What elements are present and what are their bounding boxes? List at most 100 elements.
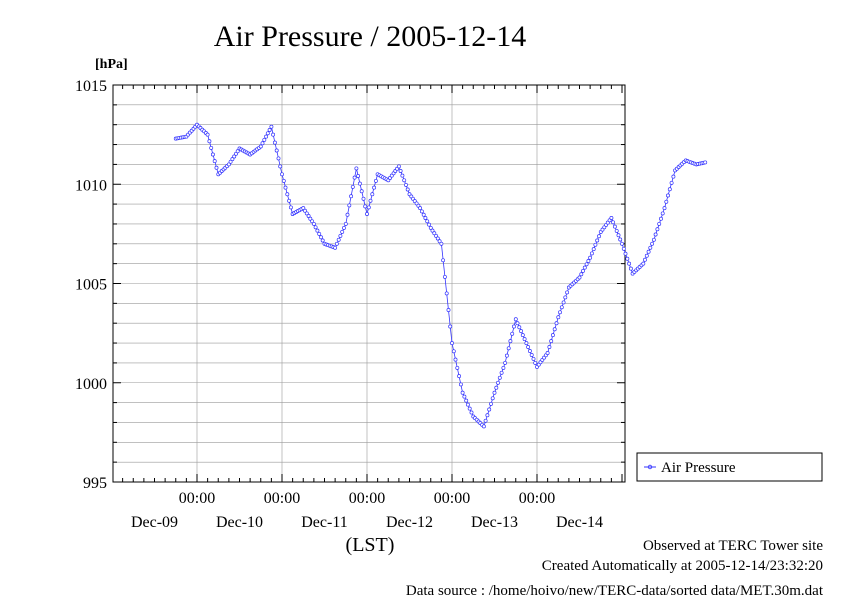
data-point-marker — [653, 232, 658, 237]
data-point-marker — [554, 321, 559, 326]
data-point-marker — [616, 233, 621, 238]
data-point-marker — [319, 235, 323, 240]
data-point-marker — [342, 225, 346, 230]
data-point-marker — [558, 310, 562, 315]
data-point-marker — [272, 140, 277, 145]
data-point-marker — [453, 357, 458, 362]
x-tick-day-label: Dec-14 — [556, 514, 603, 531]
data-point-marker — [317, 231, 322, 236]
data-point-marker — [497, 375, 502, 380]
data-point-marker — [666, 193, 670, 198]
data-point-marker — [276, 156, 281, 161]
data-point-marker — [660, 211, 665, 216]
data-point-marker — [311, 221, 316, 226]
data-point-marker — [483, 418, 488, 423]
data-point-marker — [646, 249, 651, 254]
data-point-marker — [669, 180, 674, 185]
data-point-marker — [513, 317, 518, 322]
data-point-marker — [280, 172, 284, 177]
y-tick-label: 1005 — [75, 277, 107, 294]
data-point-marker — [205, 132, 210, 137]
data-point-marker — [340, 229, 345, 234]
data-point-marker — [550, 333, 555, 338]
data-point-marker — [363, 204, 368, 209]
data-point-marker — [657, 221, 662, 226]
data-point-marker — [628, 266, 633, 271]
data-point-marker — [643, 257, 647, 262]
data-point-marker — [469, 410, 474, 415]
data-point-marker — [370, 192, 375, 197]
data-point-marker — [260, 141, 265, 146]
data-point-marker — [365, 212, 369, 216]
series-line-air-pressure — [175, 124, 706, 428]
data-point-marker — [662, 206, 667, 211]
data-point-marker — [501, 365, 506, 370]
data-point-marker — [437, 239, 442, 244]
footer-observed: Observed at TERC Tower site — [643, 538, 823, 554]
x-tick-day-label: Dec-13 — [471, 514, 518, 531]
data-point-marker — [278, 164, 283, 169]
data-point-marker — [214, 165, 219, 170]
legend-box — [636, 452, 823, 482]
data-point-marker — [441, 258, 446, 263]
data-point-marker — [520, 333, 525, 338]
data-point-marker — [232, 154, 237, 159]
series-air-pressure — [173, 122, 708, 429]
y-tick-label: 1010 — [75, 177, 107, 194]
y-tick-label: 1000 — [75, 376, 107, 393]
y-axis-unit-label: [hPa] — [95, 57, 128, 72]
data-point-marker — [467, 406, 472, 411]
data-point-marker — [510, 331, 515, 336]
data-point-marker — [301, 206, 306, 211]
data-point-marker — [450, 341, 454, 346]
data-point-marker — [589, 251, 594, 256]
data-point-marker — [703, 160, 708, 165]
data-point-marker — [549, 339, 554, 344]
data-point-marker — [494, 385, 499, 390]
data-point-marker — [448, 324, 453, 329]
data-point-marker — [264, 134, 269, 139]
data-point-marker — [644, 253, 649, 258]
data-point-marker — [561, 300, 566, 305]
data-point-marker — [455, 365, 460, 370]
data-point-marker — [228, 159, 233, 164]
data-point-marker — [354, 166, 359, 171]
data-point-marker — [618, 237, 623, 242]
grid-lines — [113, 85, 625, 482]
data-point-marker — [427, 222, 431, 227]
data-point-marker — [512, 324, 516, 329]
data-point-marker — [664, 199, 669, 204]
data-point-marker — [508, 339, 513, 344]
data-point-marker — [274, 148, 279, 153]
data-point-marker — [517, 325, 522, 330]
data-point-marker — [614, 228, 619, 233]
x-tick-time-label: 00:00 — [349, 490, 385, 507]
data-point-marker — [405, 187, 410, 192]
data-point-marker — [487, 407, 492, 412]
data-point-marker — [313, 225, 318, 230]
data-point-marker — [287, 198, 292, 203]
data-point-marker — [333, 245, 338, 250]
data-point-marker — [338, 233, 343, 238]
data-point-marker — [457, 374, 462, 379]
x-tick-day-label: Dec-12 — [386, 514, 433, 531]
data-point-marker — [563, 295, 568, 300]
data-point-marker — [419, 209, 424, 214]
data-point-marker — [349, 194, 354, 199]
data-point-marker — [458, 382, 463, 387]
x-tick-time-label: 00:00 — [519, 490, 555, 507]
data-point-marker — [428, 225, 433, 230]
data-point-marker — [485, 413, 490, 418]
data-point-marker — [524, 341, 529, 346]
data-point-marker — [234, 151, 238, 156]
data-point-marker — [667, 187, 672, 192]
data-point-marker — [584, 262, 589, 267]
data-point-marker — [434, 233, 439, 238]
data-point-marker — [527, 349, 532, 353]
data-point-marker — [531, 356, 536, 361]
legend-marker-swatch — [647, 464, 653, 470]
data-point-marker — [320, 238, 325, 243]
data-point-marker — [336, 237, 341, 242]
footer-created: Created Automatically at 2005-12-14/23:3… — [542, 558, 823, 574]
data-point-marker — [230, 157, 235, 162]
